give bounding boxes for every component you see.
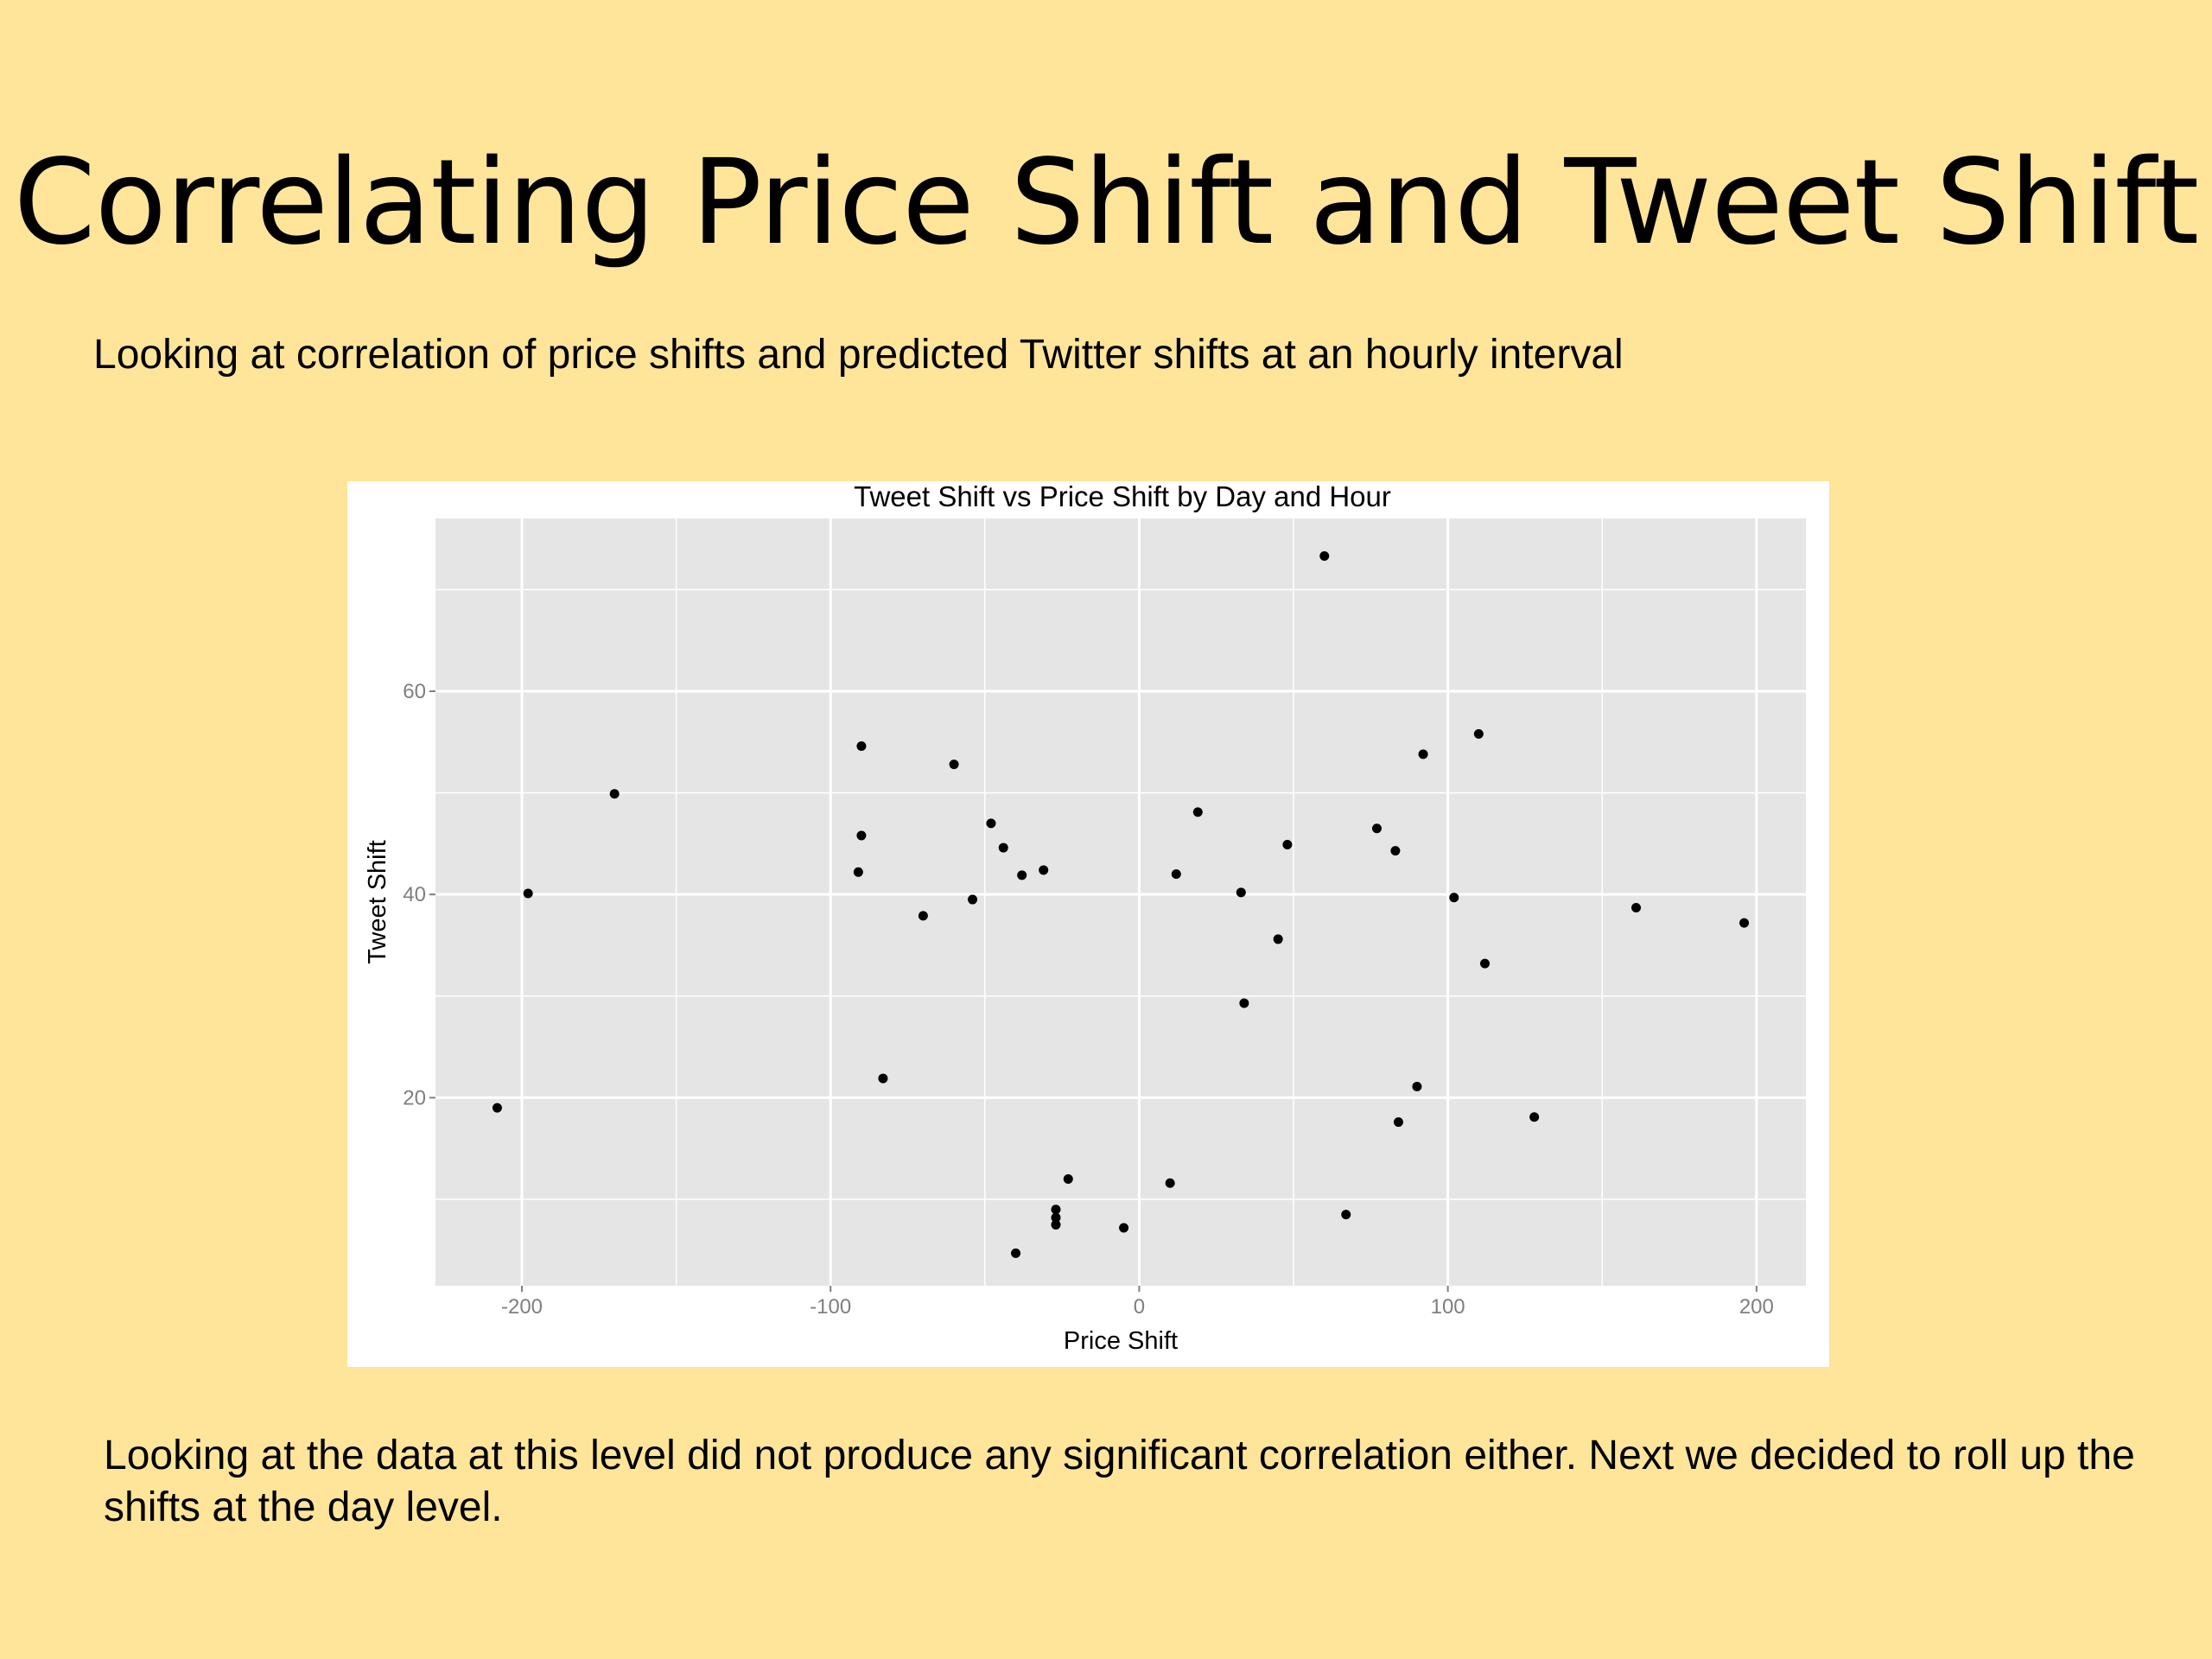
scatter-point xyxy=(1051,1205,1061,1215)
scatter-point xyxy=(856,741,867,751)
scatter-point xyxy=(1171,869,1181,880)
scatter-point xyxy=(1341,1210,1351,1220)
scatter-point xyxy=(1119,1223,1129,1233)
scatter-point xyxy=(1371,823,1382,834)
scatter-point xyxy=(986,818,996,829)
axis-ticks: -200 -100 0 100 200 20 40 60 xyxy=(403,680,1774,1319)
scatter-point xyxy=(878,1073,888,1084)
scatter-point xyxy=(1529,1112,1540,1122)
conclusion-text: Looking at the data at this level did no… xyxy=(104,1433,2135,1530)
y-tick-label: 20 xyxy=(403,1086,426,1109)
scatter-point xyxy=(998,842,1008,853)
slide-subtitle: Looking at correlation of price shifts a… xyxy=(93,332,1624,378)
scatter-point xyxy=(1473,728,1484,739)
scatter-point xyxy=(1011,1248,1021,1258)
scatter-point xyxy=(856,830,867,841)
scatter-chart: Tweet Shift vs Price Shift by Day and Ho… xyxy=(347,481,1829,1367)
scatter-point xyxy=(1051,1219,1061,1230)
scatter-point xyxy=(1412,1081,1422,1091)
scatter-point xyxy=(1165,1178,1175,1188)
scatter-point xyxy=(1063,1174,1073,1185)
x-tick-label: 100 xyxy=(1431,1295,1465,1319)
scatter-point xyxy=(523,888,533,899)
scatter-point xyxy=(1393,1117,1403,1128)
scatter-point xyxy=(853,867,863,877)
scatter-point xyxy=(1192,807,1203,817)
x-tick-label: -200 xyxy=(501,1295,543,1319)
scatter-point xyxy=(1236,887,1246,898)
scatter-point xyxy=(1319,551,1330,562)
plot-panel xyxy=(435,518,1806,1286)
data-points xyxy=(492,551,1750,1258)
scatter-point xyxy=(1390,846,1401,856)
scatter-point xyxy=(949,760,959,770)
scatter-point xyxy=(968,894,978,905)
slide-title: Correlating Price Shift and Tweet Shift xyxy=(13,135,2200,271)
chart-svg: Tweet Shift vs Price Shift by Day and Ho… xyxy=(364,481,1806,1355)
scatter-point xyxy=(918,911,928,921)
y-axis-label: Tweet Shift xyxy=(364,840,391,963)
scatter-point xyxy=(1739,918,1750,928)
x-axis-label: Price Shift xyxy=(1064,1327,1178,1355)
scatter-point xyxy=(1239,998,1249,1008)
chart-title: Tweet Shift vs Price Shift by Day and Ho… xyxy=(854,481,1391,512)
scatter-point xyxy=(1418,749,1428,760)
scatter-point xyxy=(1449,893,1459,903)
scatter-point xyxy=(1480,958,1491,969)
x-tick-label: 0 xyxy=(1134,1295,1145,1319)
y-tick-label: 60 xyxy=(403,680,426,703)
scatter-point xyxy=(609,789,620,799)
x-tick-label: -100 xyxy=(810,1295,851,1319)
scatter-point xyxy=(1051,1212,1061,1223)
grid-lines xyxy=(435,518,1806,1286)
x-tick-label: 200 xyxy=(1739,1295,1774,1319)
scatter-point xyxy=(1273,934,1283,944)
y-tick-label: 40 xyxy=(403,883,426,906)
scatter-point xyxy=(1282,840,1293,850)
scatter-point xyxy=(492,1103,502,1113)
scatter-point xyxy=(1039,865,1049,875)
scatter-point xyxy=(1017,870,1027,880)
scatter-point xyxy=(1631,902,1642,912)
